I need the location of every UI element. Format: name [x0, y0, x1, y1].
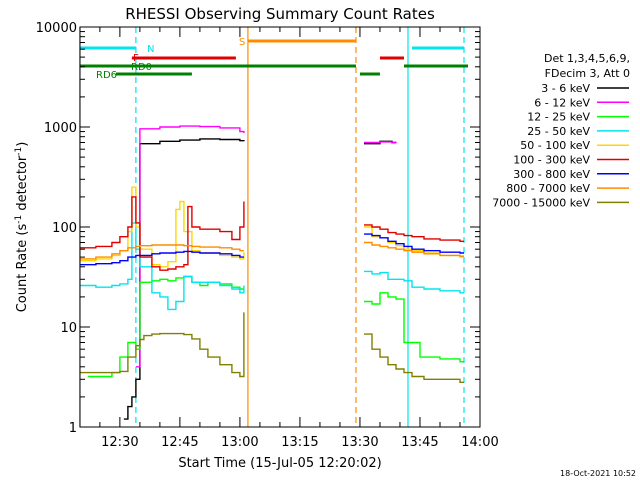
flag-label-s: S	[239, 37, 245, 48]
y-axis-label-part: -1	[14, 215, 24, 224]
legend-header: FDecim 3, Att 0	[545, 67, 630, 80]
y-axis-label-part: Count Rate (s	[15, 224, 30, 313]
y-tick-label: 1	[69, 421, 77, 436]
series-line	[79, 241, 464, 260]
x-axis-label: Start Time (15-Jul-05 12:20:02)	[178, 456, 381, 471]
series-line	[135, 125, 397, 368]
y-tick-label: 1000	[44, 121, 77, 136]
legend: Det 1,3,4,5,6,9, FDecim 3, Att 0 3 - 6 keV…	[492, 52, 630, 209]
y-tick-label: 100	[52, 221, 77, 236]
flag-label-rd6: RD6	[96, 70, 117, 81]
legend-item-label: 7000 - 15000 keV	[492, 196, 590, 209]
legend-header: Det 1,3,4,5,6,9,	[544, 52, 630, 65]
axes: 1 10 100 1000 10000 12:30 12:45 13:00 13:15 13:30…	[36, 21, 499, 450]
series-line	[79, 222, 464, 311]
y-axis-label-part: -1	[14, 147, 24, 156]
series-line	[79, 196, 464, 271]
x-tick-label: 13:15	[281, 435, 318, 450]
legend-item-label: 6 - 12 keV	[534, 96, 590, 109]
timestamp: 18-Oct-2021 10:52	[560, 469, 636, 478]
legend-item-label: 100 - 300 keV	[513, 154, 590, 167]
series-line	[79, 233, 464, 266]
legend-item-label: 50 - 100 keV	[520, 139, 590, 152]
y-axis-label: Count Rate (s-1 detector-1)	[14, 142, 30, 313]
legend-item-label: 300 - 800 keV	[513, 168, 590, 181]
chart-title: RHESSI Observing Summary Count Rates	[125, 5, 435, 23]
x-tick-label: 13:45	[401, 435, 438, 450]
flag-label-n: N	[147, 44, 154, 55]
legend-item-label: 12 - 25 keV	[527, 111, 590, 124]
legend-item-label: 25 - 50 keV	[527, 125, 590, 138]
y-axis-label-part: )	[15, 142, 30, 147]
legend-item-label: 800 - 7000 keV	[506, 182, 590, 195]
plot-content: NF S RD0 RD6	[79, 27, 468, 427]
y-tick-label: 10	[60, 321, 77, 336]
series-line	[79, 312, 464, 383]
flag-label-f: F	[133, 53, 139, 64]
x-tick-label: 14:00	[461, 435, 498, 450]
y-axis-label-part: detector	[15, 155, 30, 215]
legend-item-label: 3 - 6 keV	[541, 82, 590, 95]
x-tick-label: 12:30	[101, 435, 138, 450]
y-tick-label: 10000	[36, 21, 77, 36]
flag-label-rd0: RD0	[131, 62, 152, 73]
x-tick-label: 13:30	[341, 435, 378, 450]
x-tick-label: 12:45	[161, 435, 198, 450]
x-tick-label: 13:00	[221, 435, 258, 450]
